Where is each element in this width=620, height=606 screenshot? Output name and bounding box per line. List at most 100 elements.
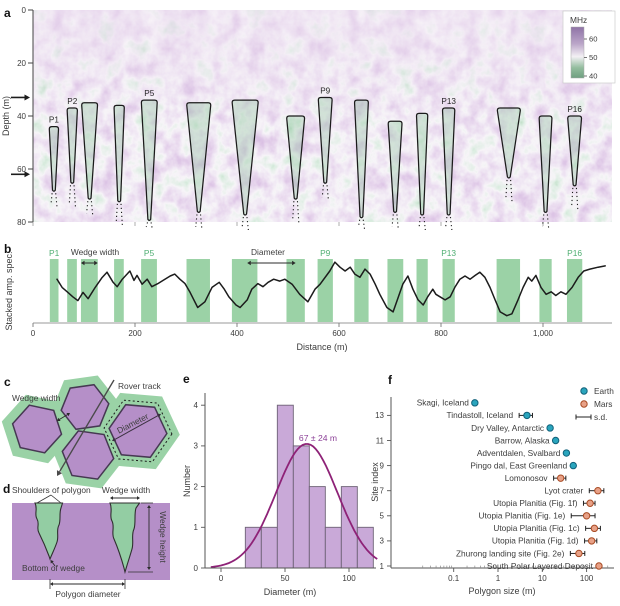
panel-letter-d: d xyxy=(3,482,10,496)
panel-letter-c: c xyxy=(4,375,11,389)
ice-wedge-right xyxy=(109,502,141,575)
radar-wedge-outline xyxy=(48,125,60,192)
site-label: Pingo dal, East Greenland xyxy=(470,460,567,470)
site-label: Zhurong landing site (Fig. 2e) xyxy=(456,548,565,558)
panel-d-wedge-cross-section: d Shoulders of polygon Wedge width Botto… xyxy=(3,482,170,599)
wedge-band xyxy=(114,259,124,322)
wedge-dotted-tail xyxy=(145,222,149,228)
scatter-point-earth xyxy=(523,411,531,420)
scatter-point-mars xyxy=(590,524,599,533)
wedge-band xyxy=(186,259,210,322)
panel-letter-f: f xyxy=(388,373,393,387)
polygon-size-tick-label: 100 xyxy=(580,574,594,583)
band-label: P5 xyxy=(144,248,155,258)
diameter-tick-label: 100 xyxy=(342,574,356,583)
panel-a-dynamic: 0 20 40 60 80 P1 P2 P5 P9 P13 P16 xyxy=(11,6,583,231)
polygon-field xyxy=(1,375,180,489)
panel-b-spectrum: b Stacked amp. spec. P1 P5 P9 P13 P16 0 200 400… xyxy=(4,242,612,352)
site-index-tick-label: 9 xyxy=(380,461,385,470)
wedge-band xyxy=(387,259,404,322)
wedge-dotted-tail xyxy=(326,185,329,201)
wedge-width-arrow-head xyxy=(94,260,98,266)
histogram-bar xyxy=(292,445,310,569)
spectrum-curve xyxy=(56,261,606,317)
wedge-band xyxy=(496,259,521,322)
diameter-axis-label: Diameter (m) xyxy=(264,587,317,597)
wedge-height-arrow-head xyxy=(147,505,151,508)
polygon-hex-left xyxy=(11,404,63,454)
site-label: Barrow, Alaska xyxy=(495,435,550,445)
site-label: Utopia Planitia (Fig. 1e) xyxy=(479,511,566,521)
scatter-point-earth xyxy=(562,449,571,457)
depth-tick-label: 80 xyxy=(17,218,26,227)
wedge-band xyxy=(566,259,583,322)
band-label: P1 xyxy=(49,248,60,258)
radar-wedge-label: P5 xyxy=(144,89,154,98)
diameter-dotted-outline xyxy=(103,399,173,463)
radar-wedge-outline xyxy=(140,99,158,221)
radar-wedge-outline xyxy=(317,96,333,184)
depth-marker-arrow-head xyxy=(24,171,30,178)
diameter-arrow-head xyxy=(247,260,251,266)
polygon-hex-right xyxy=(108,403,168,459)
radar-wedge-outline xyxy=(567,115,583,187)
wedge-dotted-tail xyxy=(445,216,448,228)
site-label: Adventdalen, Svalbard xyxy=(477,448,561,458)
radar-wedge-outline xyxy=(441,107,456,216)
scatter-point-earth xyxy=(471,399,479,407)
site-index-tick-label: 11 xyxy=(376,436,385,445)
spectrum-y-label: Stacked amp. spec. xyxy=(4,251,14,330)
sd-legend-glyph xyxy=(575,414,592,420)
number-tick-label: 0 xyxy=(194,564,199,573)
wedge-band xyxy=(442,259,455,322)
wedge-dotted-tail xyxy=(418,216,421,228)
panel-letter-a: a xyxy=(4,6,11,20)
scatter-point-earth xyxy=(569,461,577,470)
mean-sd-annotation: 67 ± 24 m xyxy=(299,433,337,443)
wedge-band xyxy=(354,259,369,322)
polygon-size-tick-label: 1 xyxy=(496,574,501,583)
earth-legend-label: Earth xyxy=(594,386,614,396)
bottom-of-wedge-pointer-head xyxy=(50,560,54,564)
wedge-width-label-c: Wedge width xyxy=(12,393,61,403)
polygon-size-tick-label: 0.1 xyxy=(448,574,460,583)
number-tick-label: 3 xyxy=(194,442,199,451)
wedge-height-label: Wedge height xyxy=(158,511,168,563)
polygon-hex-bottom xyxy=(61,430,115,480)
scatter-point-mars xyxy=(587,537,596,545)
radar-wedge-outline xyxy=(415,112,429,216)
gaussian-fit-curve xyxy=(210,443,378,568)
wedge-band xyxy=(539,259,552,322)
site-label: Lyot crater xyxy=(544,486,583,496)
wedge-width-annotation: Wedge width xyxy=(71,247,120,257)
site-label: Tindastoll, Iceland xyxy=(447,410,514,420)
site-label: Skagi, Iceland xyxy=(417,398,470,408)
panel-b-dynamic: P1 P5 P9 P13 P16 0 200 400 600 800 1,000 xyxy=(31,248,612,338)
diameter-arrow-c-head xyxy=(156,413,161,418)
diameter-arrow-c-head xyxy=(112,437,117,442)
scatter-point-mars xyxy=(575,549,583,558)
ice-wedge-left xyxy=(34,502,64,561)
radar-wedge-outline xyxy=(353,99,369,219)
depth-tick-label: 0 xyxy=(22,6,27,15)
wedge-dotted-tail xyxy=(362,219,366,231)
wedge-width-arrow-d-head xyxy=(137,496,140,500)
colorbar-gradient xyxy=(570,26,585,79)
band-label: P16 xyxy=(567,248,582,258)
distance-tick-label: 600 xyxy=(332,329,346,338)
wedge-band xyxy=(49,259,59,322)
wedge-band xyxy=(416,259,428,322)
colorbar-ticks: 60 50 40 xyxy=(584,35,597,81)
depth-axis-label: Depth (m) xyxy=(1,96,11,136)
scatter-point-mars xyxy=(582,512,591,520)
panel-e-dynamic: 0 1 2 3 4 0 50 100 xyxy=(194,393,378,583)
scatter-point-earth xyxy=(551,436,560,445)
wedge-width-arrow-d-head xyxy=(110,496,113,500)
diameter-arrow-c-line xyxy=(114,415,159,440)
distance-tick-label: 200 xyxy=(128,329,142,338)
wedge-dotted-tail xyxy=(90,201,94,217)
wedge-dotted-tail xyxy=(396,214,399,230)
